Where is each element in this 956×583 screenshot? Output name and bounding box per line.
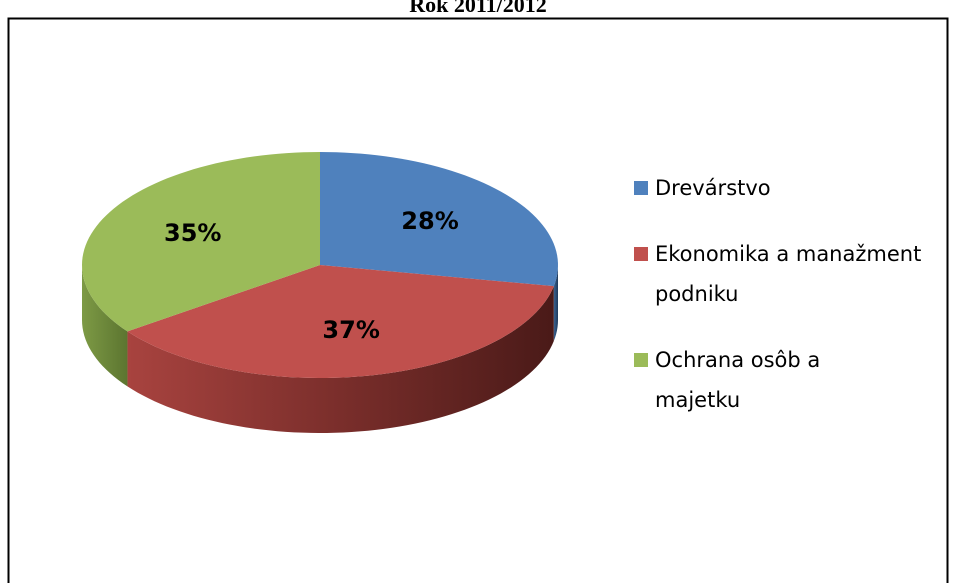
legend-label: Drevárstvo [655, 176, 771, 200]
slice [82, 152, 320, 332]
legend-swatch [634, 247, 648, 261]
legend-swatch [634, 353, 648, 367]
data-label: 28% [401, 207, 458, 235]
legend-label: Ekonomika a manažment podniku [655, 242, 922, 306]
legend-item: Ekonomika a manažment podniku [634, 234, 934, 314]
pie: 28% 37% 35% [82, 152, 558, 433]
slice-side [553, 265, 558, 342]
slice-side [127, 286, 554, 433]
legend-swatch [634, 181, 648, 195]
slice [127, 265, 554, 378]
legend-item: Ochrana osôb a majetku [634, 340, 934, 420]
legend-item: Drevárstvo [634, 168, 934, 208]
slice [320, 152, 558, 287]
slice-side [82, 265, 128, 387]
data-label: 37% [322, 316, 379, 344]
legend: Drevárstvo Ekonomika a manažment podniku O… [634, 168, 934, 446]
legend-label: Ochrana osôb a majetku [655, 348, 821, 412]
data-label: 35% [164, 219, 221, 247]
chart-title: Rok 2011/2012 [409, 0, 547, 17]
chart-border [7, 17, 949, 583]
